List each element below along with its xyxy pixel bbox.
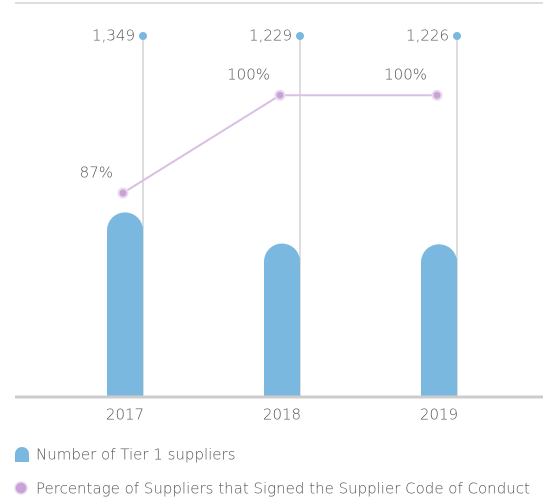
bar-value-label: 1,349 (92, 27, 135, 45)
legend-label: Number of Tier 1 suppliers (36, 446, 236, 464)
bar-value-label: 1,229 (249, 27, 292, 45)
x-tick-label: 2017 (106, 406, 144, 424)
percent-line (122, 94, 437, 194)
percent-marker (117, 187, 129, 199)
legend-swatch (14, 481, 28, 495)
legend-swatch (15, 447, 29, 462)
percent-label: 100% (227, 66, 270, 84)
bar (107, 212, 143, 396)
percent-marker (431, 89, 443, 101)
bar (264, 243, 300, 396)
bar-value-label: 1,226 (406, 27, 449, 45)
percent-marker (274, 89, 286, 101)
percent-label: 87% (80, 163, 113, 181)
x-tick-label: 2019 (420, 406, 458, 424)
pin-dot (296, 32, 304, 40)
bar (421, 244, 457, 396)
pin-dot (139, 32, 147, 40)
legend-label: Percentage of Suppliers that Signed the … (36, 480, 530, 498)
percent-label: 100% (384, 66, 427, 84)
x-tick-label: 2018 (263, 406, 301, 424)
pin-dot (453, 32, 461, 40)
